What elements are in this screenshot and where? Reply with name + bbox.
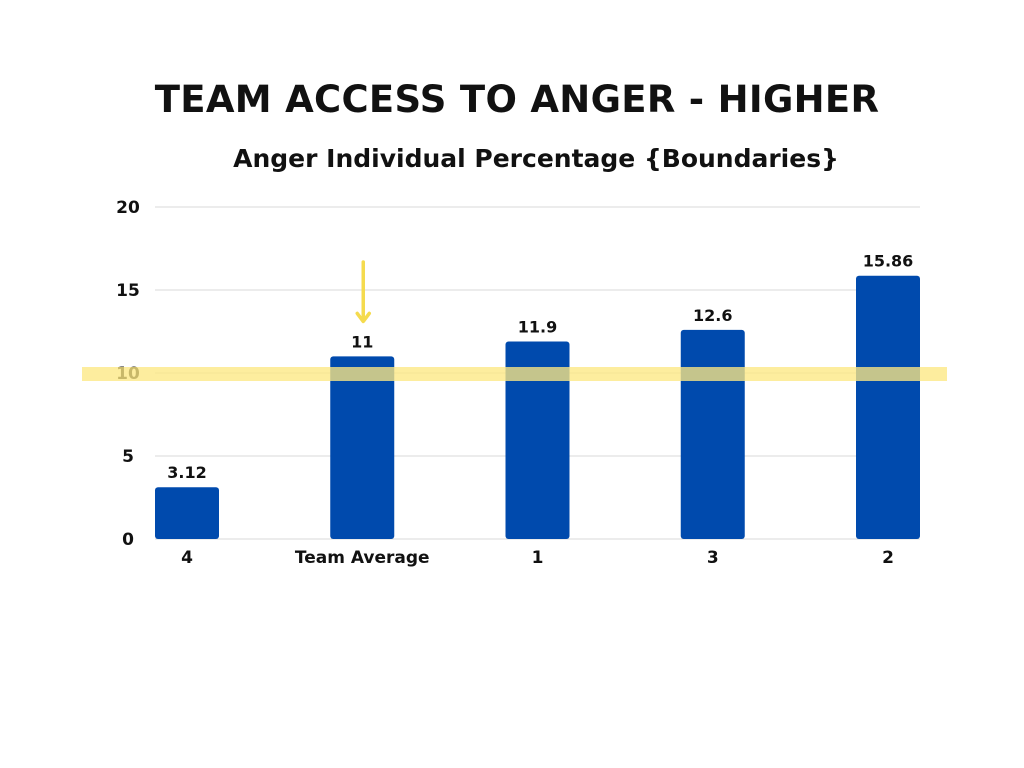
y-tick-label: 15 [116, 281, 140, 301]
bar [680, 329, 745, 539]
bar [856, 275, 920, 539]
category-label: 3 [707, 548, 719, 568]
y-tick-label: 5 [122, 447, 134, 467]
chart-title: TEAM ACCESS TO ANGER - HIGHER [154, 78, 880, 121]
bar [505, 341, 570, 539]
bar [155, 487, 219, 539]
data-label: 15.86 [863, 252, 914, 271]
y-tick-label: 20 [116, 198, 140, 218]
category-label: 2 [882, 548, 894, 568]
data-label: 12.6 [693, 306, 732, 325]
data-label: 3.12 [167, 463, 206, 482]
category-label: Team Average [295, 548, 430, 568]
category-label: 4 [181, 548, 193, 568]
category-label: 1 [532, 548, 544, 568]
data-label: 11 [351, 332, 373, 351]
data-label: 11.9 [518, 317, 557, 336]
reference-highlight-band [82, 367, 947, 381]
bar [330, 356, 395, 539]
arrow-head-icon [355, 311, 371, 324]
chart-subtitle: Anger Individual Percentage {Boundaries} [233, 144, 839, 173]
y-tick-label: 0 [122, 530, 134, 550]
